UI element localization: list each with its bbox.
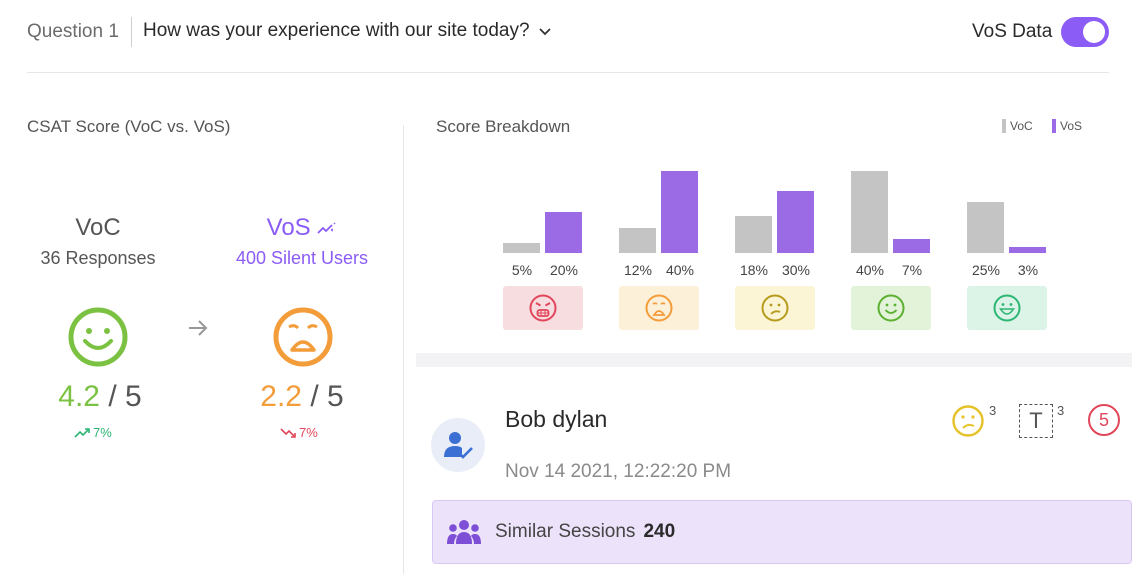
smile-face-icon <box>877 294 905 322</box>
session-timestamp: Nov 14 2021, 12:22:20 PM <box>505 461 732 482</box>
sparkle-trend-icon <box>317 222 336 234</box>
similar-sessions-bar[interactable]: Similar Sessions 240 <box>432 500 1132 564</box>
label-voc-1: 5% <box>511 262 533 278</box>
panel-divider <box>403 125 404 574</box>
rating-badge[interactable]: 5 <box>1088 404 1120 436</box>
trend-up-icon <box>74 427 90 438</box>
label-voc-3: 18% <box>739 262 769 278</box>
neutral-box <box>735 286 815 330</box>
divider <box>131 17 132 47</box>
text-badge-count: 3 <box>1057 403 1065 418</box>
rating-badge-value: 5 <box>1098 409 1109 430</box>
neutral-face-badge-icon[interactable] <box>951 404 985 438</box>
text-badge-icon: T <box>1029 408 1043 433</box>
arrow-right-icon <box>189 320 208 336</box>
vos-name-row: VoS <box>222 214 382 242</box>
bar-vos-5 <box>1009 247 1046 253</box>
sad-face-small-icon <box>645 294 673 322</box>
legend-voc-swatch <box>1002 119 1006 133</box>
question-header: Question 1 How was your experience with … <box>0 0 1132 72</box>
legend-voc-label: VoC <box>1010 119 1033 133</box>
bar-vos-1 <box>545 212 582 253</box>
legend-vos-label: VoS <box>1060 119 1083 133</box>
vos-score-max: / 5 <box>310 380 344 413</box>
csat-title: CSAT Score (VoC vs. VoS) <box>27 117 231 136</box>
session-user-name[interactable]: Bob dylan <box>505 406 608 432</box>
sad-face-icon <box>273 307 333 367</box>
legend-vos-swatch <box>1052 119 1056 133</box>
text-annotation-badge[interactable]: T <box>1019 404 1053 438</box>
verified-user-avatar <box>431 418 485 472</box>
bar-voc-1 <box>503 243 540 253</box>
vos-column: VoS 400 Silent Users <box>222 214 382 269</box>
face-badge-count: 3 <box>989 403 997 418</box>
label-vos-2: 40% <box>665 262 695 278</box>
vos-data-label: VoS Data <box>972 21 1053 42</box>
label-vos-1: 20% <box>549 262 579 278</box>
label-voc-4: 40% <box>855 262 885 278</box>
bar-vos-4 <box>893 239 930 253</box>
bar-voc-4 <box>851 171 888 253</box>
happy-face-icon <box>68 307 128 367</box>
vos-silent-users: 400 Silent Users <box>235 248 369 268</box>
users-group-icon <box>447 520 481 544</box>
label-vos-4: 7% <box>901 262 923 278</box>
neutral-face-icon <box>761 294 789 322</box>
vos-score-value: 2.2 <box>260 380 302 413</box>
verified-user-icon <box>444 432 473 459</box>
voc-name: VoC <box>75 214 121 241</box>
similar-sessions-count: 240 <box>643 521 676 542</box>
label-voc-2: 12% <box>623 262 653 278</box>
trend-down-icon <box>280 427 296 438</box>
vos-data-toggle[interactable] <box>1061 17 1109 47</box>
vos-trend-value: 7% <box>299 425 318 440</box>
similar-sessions-label: Similar Sessions <box>495 521 636 542</box>
dissatisfied-box <box>619 286 699 330</box>
voc-responses: 36 Responses <box>40 248 156 268</box>
voc-score-value: 4.2 <box>58 380 100 413</box>
angry-face-icon <box>529 294 557 322</box>
very-dissatisfied-box <box>503 286 583 330</box>
very-satisfied-box <box>967 286 1047 330</box>
legend-voc: VoC <box>1002 119 1033 133</box>
toggle-knob <box>1083 21 1105 43</box>
bar-vos-3 <box>777 191 814 253</box>
legend-vos: VoS <box>1052 119 1082 133</box>
bar-voc-3 <box>735 216 772 253</box>
bar-vos-2 <box>661 171 698 253</box>
label-vos-5: 3% <box>1017 262 1039 278</box>
voc-score: 4.2 / 5 <box>40 380 160 414</box>
voc-score-max: / 5 <box>108 380 142 413</box>
voc-trend: 7% <box>74 425 112 440</box>
question-number: Question 1 <box>27 21 119 42</box>
breakdown-title: Score Breakdown <box>436 117 571 136</box>
voc-trend-value: 7% <box>93 425 112 440</box>
bar-voc-5 <box>967 202 1004 253</box>
question-text: How was your experience with our site to… <box>143 20 530 41</box>
label-voc-5: 25% <box>971 262 1001 278</box>
chevron-down-icon <box>538 28 551 36</box>
card-separator <box>416 353 1132 367</box>
voc-column: VoC 36 Responses <box>28 214 168 269</box>
question-selector[interactable]: How was your experience with our site to… <box>143 20 552 42</box>
label-vos-3: 30% <box>781 262 811 278</box>
header-divider <box>27 72 1109 73</box>
vos-name: VoS <box>266 214 311 241</box>
bar-voc-2 <box>619 228 656 253</box>
vos-score: 2.2 / 5 <box>242 380 362 414</box>
vos-trend: 7% <box>280 425 318 440</box>
satisfied-box <box>851 286 931 330</box>
grin-face-icon <box>993 294 1021 322</box>
